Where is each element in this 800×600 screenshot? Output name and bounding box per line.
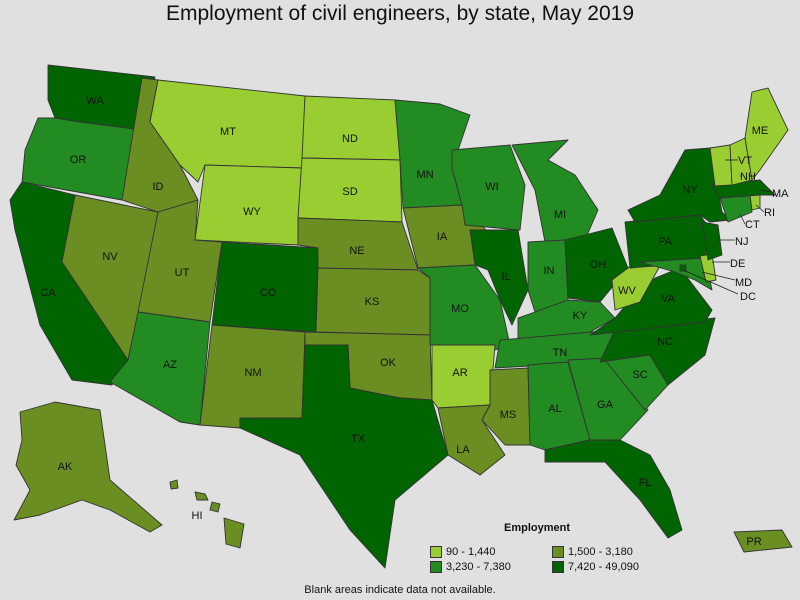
label-IA: IA xyxy=(437,231,448,243)
label-IL: IL xyxy=(501,271,510,283)
state-labels: WA OR CA NV ID MT WY UT AZ CO NM ND SD N… xyxy=(40,95,789,548)
label-MO: MO xyxy=(451,303,469,315)
label-DC: DC xyxy=(740,291,756,303)
state-RI[interactable] xyxy=(749,194,761,211)
label-DE: DE xyxy=(730,258,745,270)
leader-RI xyxy=(755,204,765,213)
label-VA: VA xyxy=(661,293,676,305)
leader-DC xyxy=(682,269,739,295)
legend-item-2: 1,500 - 3,180 xyxy=(552,546,633,558)
label-SD: SD xyxy=(342,186,357,198)
state-ND[interactable] xyxy=(301,95,401,161)
state-PR[interactable] xyxy=(733,529,793,553)
state-FL[interactable] xyxy=(544,439,683,539)
label-NY: NY xyxy=(682,184,698,196)
state-IL[interactable] xyxy=(469,229,529,326)
label-CO: CO xyxy=(260,287,277,299)
state-WY[interactable] xyxy=(194,164,303,246)
label-NC: NC xyxy=(657,336,673,348)
label-NV: NV xyxy=(102,251,118,263)
leader-CT xyxy=(739,213,746,225)
label-LA: LA xyxy=(456,444,470,456)
label-KS: KS xyxy=(365,296,380,308)
state-WI[interactable] xyxy=(451,144,526,231)
legend-title: Employment xyxy=(504,522,571,534)
legend-label-1: 90 - 1,440 xyxy=(446,546,496,558)
label-AR: AR xyxy=(452,367,467,379)
legend-item-1: 90 - 1,440 xyxy=(430,546,496,558)
label-AZ: AZ xyxy=(163,359,177,371)
state-MD[interactable] xyxy=(639,257,713,291)
leader-MD xyxy=(701,271,736,281)
state-AZ[interactable] xyxy=(109,311,211,426)
label-HI: HI xyxy=(192,510,203,522)
label-TX: TX xyxy=(351,433,366,445)
label-FL: FL xyxy=(639,477,652,489)
label-MD: MD xyxy=(735,277,752,289)
legend-label-2: 1,500 - 3,180 xyxy=(568,546,633,558)
label-GA: GA xyxy=(597,399,614,411)
state-NJ[interactable] xyxy=(701,221,723,261)
legend-label-3: 3,230 - 7,380 xyxy=(446,561,511,573)
label-MI: MI xyxy=(554,209,566,221)
label-TN: TN xyxy=(553,347,568,359)
legend-swatch-1 xyxy=(430,546,442,558)
label-NH: NH xyxy=(740,171,756,183)
state-AK[interactable] xyxy=(13,401,163,533)
label-NM: NM xyxy=(244,367,261,379)
state-TX[interactable] xyxy=(239,344,449,569)
label-CA: CA xyxy=(40,287,56,299)
label-WI: WI xyxy=(485,181,498,193)
label-AK: AK xyxy=(58,461,73,473)
label-OR: OR xyxy=(70,154,87,166)
label-MA: MA xyxy=(772,188,789,200)
footnote: Blank areas indicate data not available. xyxy=(304,584,496,596)
label-RI: RI xyxy=(764,207,775,219)
label-PR: PR xyxy=(746,536,761,548)
state-MI[interactable] xyxy=(511,139,599,243)
label-PA: PA xyxy=(658,236,673,248)
label-OK: OK xyxy=(380,357,397,369)
map-title: Employment of civil engineers, by state,… xyxy=(165,2,635,25)
label-ND: ND xyxy=(342,133,358,145)
label-NJ: NJ xyxy=(735,236,748,248)
label-VT: VT xyxy=(738,155,752,167)
label-MS: MS xyxy=(500,409,517,421)
state-ME[interactable] xyxy=(744,87,789,181)
leader-MA xyxy=(759,189,773,193)
label-ME: ME xyxy=(752,125,769,137)
label-ID: ID xyxy=(153,181,164,193)
label-AL: AL xyxy=(548,403,561,415)
legend: Employment 90 - 1,440 1,500 - 3,180 3,23… xyxy=(428,520,658,576)
label-SC: SC xyxy=(632,369,647,381)
legend-item-3: 3,230 - 7,380 xyxy=(430,561,511,573)
label-WA: WA xyxy=(86,95,104,107)
label-IN: IN xyxy=(544,265,555,277)
label-CT: CT xyxy=(745,219,760,231)
label-MN: MN xyxy=(416,169,433,181)
legend-swatch-4 xyxy=(552,561,564,573)
label-WV: WV xyxy=(618,285,636,297)
label-WY: WY xyxy=(243,206,261,218)
label-MT: MT xyxy=(220,126,236,138)
legend-item-4: 7,420 - 49,090 xyxy=(552,561,639,573)
state-DC[interactable] xyxy=(679,264,687,272)
legend-label-4: 7,420 - 49,090 xyxy=(568,561,639,573)
legend-swatch-2 xyxy=(552,546,564,558)
label-NE: NE xyxy=(349,245,364,257)
label-OH: OH xyxy=(590,259,607,271)
state-HI[interactable] xyxy=(169,479,245,549)
label-KY: KY xyxy=(573,310,588,322)
legend-swatch-3 xyxy=(430,561,442,573)
label-UT: UT xyxy=(175,267,190,279)
